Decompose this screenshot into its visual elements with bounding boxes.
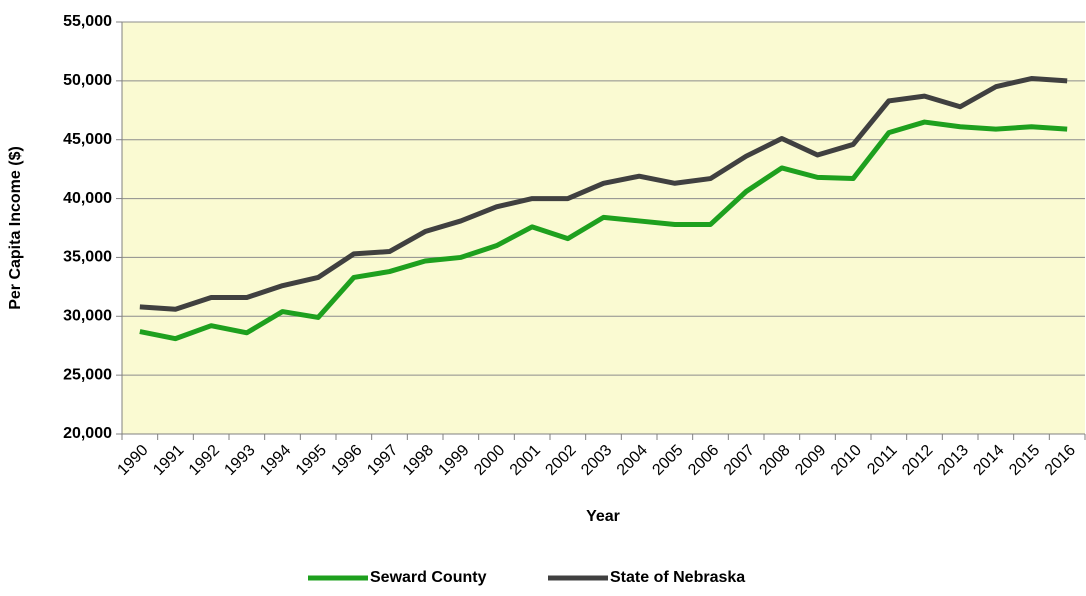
x-tick-label: 2010 [828, 442, 865, 479]
y-tick-label: 35,000 [63, 249, 112, 266]
x-tick-label: 2006 [685, 442, 722, 479]
y-tick-label: 45,000 [63, 131, 112, 148]
x-tick-label: 2008 [756, 442, 793, 479]
x-tick-label: 2014 [970, 442, 1007, 479]
series-line [139, 119, 1068, 342]
x-tick-label: 1992 [186, 442, 223, 479]
series-line [139, 76, 1068, 312]
x-tick-label: 2002 [542, 442, 579, 479]
x-axis-title: Year [586, 508, 620, 525]
y-tick-label: 50,000 [63, 72, 112, 89]
x-tick-label: 2013 [935, 442, 972, 479]
y-tick-label: 20,000 [63, 425, 112, 442]
x-tick-label: 1990 [114, 442, 151, 479]
y-tick-label: 25,000 [63, 366, 112, 383]
x-tick-label: 2011 [864, 442, 900, 478]
x-tick-label: 2000 [471, 442, 508, 479]
y-axis-title: Per Capita Income ($) [7, 146, 24, 310]
x-tick-label: 1996 [328, 442, 365, 479]
x-tick-label: 2007 [721, 442, 758, 479]
y-tick-label: 30,000 [63, 308, 112, 325]
x-tick-label: 2016 [1042, 442, 1079, 479]
y-tick-label: 55,000 [63, 13, 112, 30]
x-tick-label: 1995 [293, 442, 330, 479]
x-tick-label: 2001 [507, 442, 544, 479]
x-tick-label: 1998 [400, 442, 437, 479]
x-tick-label: 1999 [435, 442, 472, 479]
x-tick-label: 1991 [150, 442, 187, 479]
x-tick-label: 2012 [899, 442, 936, 479]
x-tick-label: 2003 [578, 442, 615, 479]
legend-label: State of Nebraska [610, 569, 745, 586]
x-tick-label: 2015 [1006, 442, 1043, 479]
plot-area [122, 22, 1085, 434]
legend-label: Seward County [370, 569, 487, 586]
x-tick-label: 2004 [614, 442, 651, 479]
x-tick-label: 1997 [364, 442, 401, 479]
x-tick-label: 2009 [792, 442, 829, 479]
x-tick-label: 1994 [257, 442, 294, 479]
y-tick-label: 40,000 [63, 190, 112, 207]
x-tick-label: 1993 [221, 442, 258, 479]
x-tick-label: 2005 [649, 442, 686, 479]
